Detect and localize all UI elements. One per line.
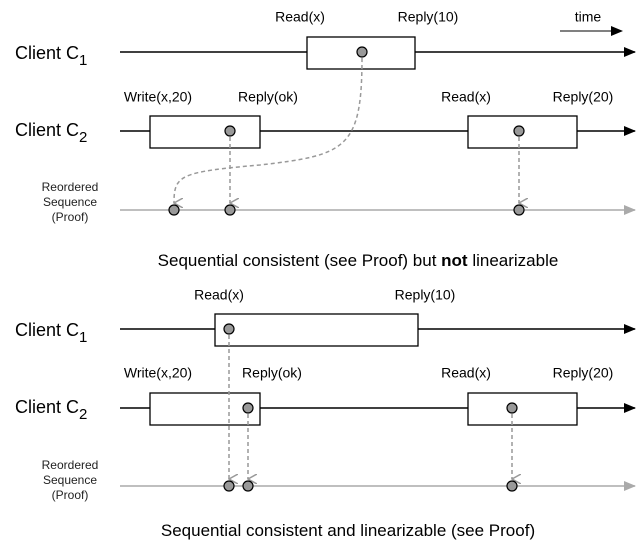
client-label: Client C1 [15,43,87,69]
operation-box [214,313,419,347]
operation-box [149,392,261,426]
event-dot [242,402,254,414]
client-label: Client C2 [15,120,87,146]
sequence-label: Reordered [42,458,99,472]
event-dot [223,480,235,492]
event-dot [223,323,235,335]
event-dot [224,204,236,216]
event-dot [356,46,368,58]
op-label: Write(x,20) [124,365,192,381]
diagram-2: Client C1 Read(x) Reply(10) Client C2 Wr… [15,287,636,540]
event-dot [506,402,518,414]
dashed-arrow [174,57,363,203]
client-label: Client C2 [15,397,87,423]
client-label: Client C1 [15,320,87,346]
op-label: Reply(10) [398,9,459,25]
operation-box [149,115,261,149]
event-dot [224,125,236,137]
sequence-label: Reordered [42,180,99,194]
op-label: Read(x) [441,89,491,105]
op-label: Reply(20) [553,365,614,381]
op-label: Write(x,20) [124,89,192,105]
operation-box [467,392,578,426]
event-dot [513,204,525,216]
op-label: Reply(10) [395,287,456,303]
diagram-1: Client C1 Read(x) Reply(10) Client C2 Wr… [15,9,636,270]
event-dot [168,204,180,216]
op-label: Read(x) [441,365,491,381]
sequence-label: Sequence [43,195,97,209]
op-label: Reply(ok) [242,365,302,381]
sequence-label: Sequence [43,473,97,487]
op-label: Read(x) [275,9,325,25]
sequence-label: (Proof) [52,488,89,502]
caption: Sequential consistent (see Proof) but no… [158,251,559,270]
event-dot [242,480,254,492]
op-label: Reply(ok) [238,89,298,105]
caption: Sequential consistent and linearizable (… [161,521,535,540]
op-label: Reply(20) [553,89,614,105]
sequence-label: (Proof) [52,210,89,224]
event-dot [513,125,525,137]
time-label: time [575,9,602,25]
event-dot [506,480,518,492]
op-label: Read(x) [194,287,244,303]
